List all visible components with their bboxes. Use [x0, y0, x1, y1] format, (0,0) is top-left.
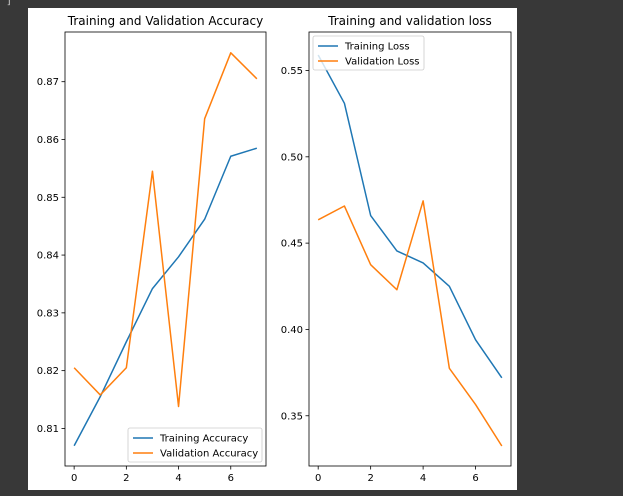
loss-legend: Training Loss Validation Loss: [312, 35, 425, 71]
loss-x-tick-label: 6: [472, 473, 478, 484]
figure-canvas: Training and Validation Accuracy 0 2 4 6 0.81…: [37, 14, 512, 484]
loss-y-tick-label: 0.45: [281, 239, 303, 250]
accuracy-x-tick-label: 4: [175, 473, 181, 484]
accuracy-y-tick-label: 0.84: [37, 251, 59, 262]
figure: Training and Validation Accuracy 0 2 4 6 0.81…: [28, 8, 517, 490]
accuracy-legend-label-validation: Validation Accuracy: [160, 449, 258, 460]
accuracy-x-tick-label: 2: [123, 473, 129, 484]
accuracy-y-tick-label: 0.81: [37, 424, 59, 435]
accuracy-axes-frame: [64, 31, 267, 467]
accuracy-y-tick-label: 0.85: [37, 193, 59, 204]
loss-subplot: Training and validation loss 0 2 4 6 0.35 0.40…: [281, 14, 512, 484]
accuracy-legend-box: [127, 427, 263, 463]
accuracy-x-tick-label: 6: [228, 473, 234, 484]
accuracy-y-tick-label: 0.86: [37, 135, 59, 146]
loss-chart-title: Training and validation loss: [327, 14, 492, 28]
loss-series-line-validation: [317, 200, 503, 447]
loss-x-tick-label: 0: [315, 473, 321, 484]
accuracy-chart-title: Training and Validation Accuracy: [67, 14, 263, 28]
loss-legend-label-validation: Validation Loss: [345, 57, 420, 68]
loss-x-tick-label: 2: [367, 473, 373, 484]
loss-series-line-training: [317, 54, 503, 379]
loss-axes-frame: [308, 31, 512, 467]
loss-y-tick-label: 0.55: [281, 66, 303, 77]
accuracy-y-tick-label: 0.83: [37, 308, 59, 319]
accuracy-legend-label-training: Training Accuracy: [159, 434, 248, 445]
loss-y-tick-label: 0.35: [281, 411, 303, 422]
loss-legend-box: [312, 35, 425, 71]
accuracy-legend: Training Accuracy Validation Accuracy: [127, 427, 263, 463]
accuracy-series-line-validation: [73, 52, 258, 408]
loss-legend-label-training: Training Loss: [344, 42, 410, 53]
accuracy-subplot: Training and Validation Accuracy 0 2 4 6 0.81…: [37, 14, 267, 484]
output-cell-marker: ]: [6, 0, 13, 7]
accuracy-y-tick-label: 0.87: [37, 77, 59, 88]
accuracy-x-tick-label: 0: [71, 473, 77, 484]
accuracy-series-line-training: [73, 147, 258, 447]
loss-x-tick-label: 4: [420, 473, 426, 484]
accuracy-y-tick-label: 0.82: [37, 366, 59, 377]
loss-y-tick-label: 0.50: [281, 152, 303, 163]
loss-y-tick-label: 0.40: [281, 325, 303, 336]
